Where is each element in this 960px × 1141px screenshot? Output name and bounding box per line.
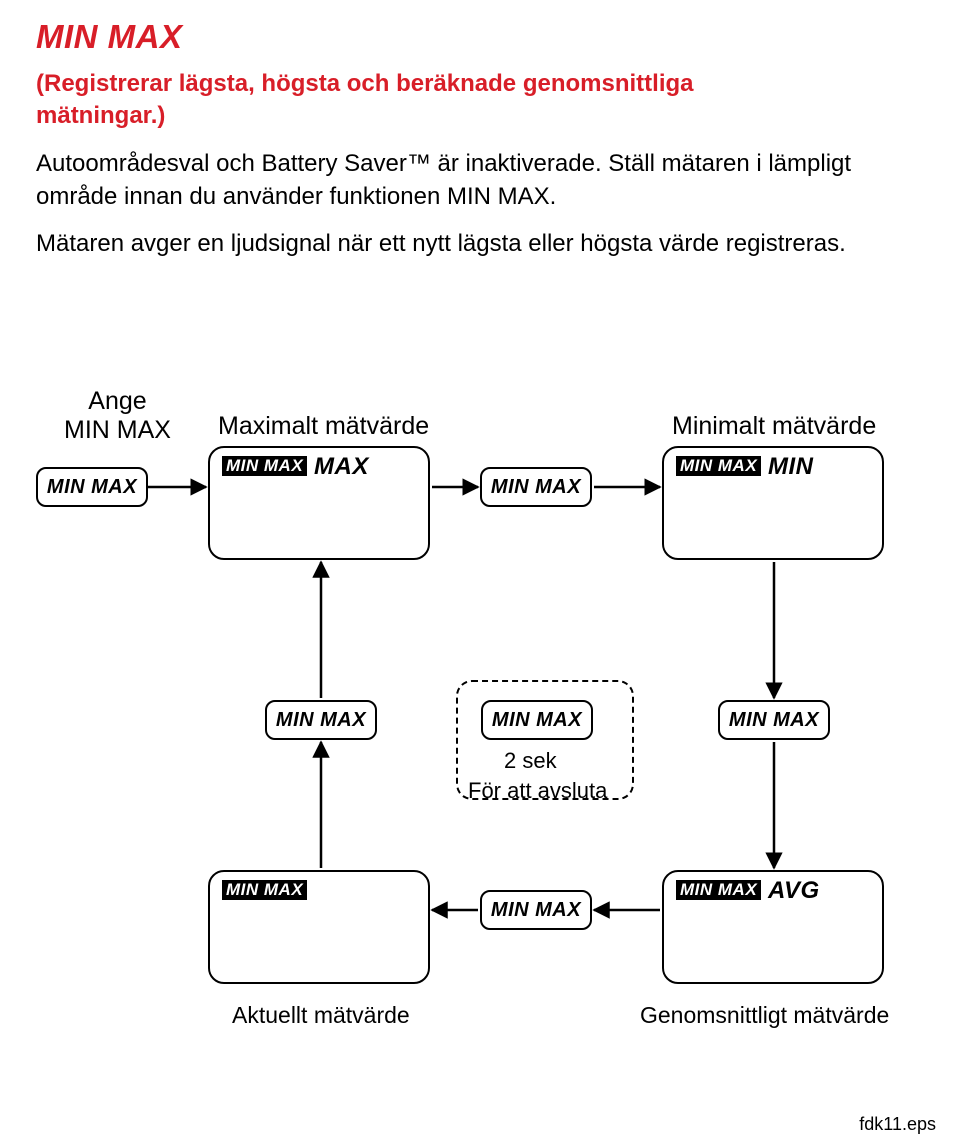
label-enter: Ange MIN MAX	[64, 387, 171, 445]
label-max-reading: Maximalt mätvärde	[218, 412, 429, 441]
button-row2-right: MIN MAX	[718, 700, 830, 740]
label-enter-l1: Ange	[64, 387, 171, 416]
button-bottom: MIN MAX	[480, 890, 592, 930]
label-min-reading: Minimalt mätvärde	[672, 412, 876, 441]
button-mid-top: MIN MAX	[480, 467, 592, 507]
page-subtitle: (Registrerar lägsta, högsta och beräknad…	[36, 68, 796, 133]
display-present: MIN MAX	[208, 870, 430, 984]
label-avg-reading: Genomsnittligt mätvärde	[640, 1002, 889, 1029]
flow-diagram: Ange MIN MAX MIN MAX MIN MAX MAX Maximal…	[36, 390, 924, 1130]
page-title: MIN MAX	[36, 18, 924, 56]
label-enter-l2: MIN MAX	[64, 416, 171, 445]
label-two-sec: 2 sek	[504, 748, 557, 774]
tag-max: MIN MAX	[222, 456, 307, 476]
label-to-exit: För att avsluta	[468, 778, 607, 804]
indicator-max: MAX	[314, 453, 369, 481]
button-row2-left: MIN MAX	[265, 700, 377, 740]
tag-avg: MIN MAX	[676, 880, 761, 900]
indicator-min: MIN	[768, 453, 814, 481]
button-enter-minmax: MIN MAX	[36, 467, 148, 507]
footer-filename: fdk11.eps	[859, 1114, 936, 1135]
tag-present: MIN MAX	[222, 880, 307, 900]
label-present-reading: Aktuellt mätvärde	[232, 1002, 410, 1029]
button-row2-mid: MIN MAX	[481, 700, 593, 740]
display-min: MIN MAX MIN	[662, 446, 884, 560]
indicator-avg: AVG	[768, 877, 820, 905]
display-avg: MIN MAX AVG	[662, 870, 884, 984]
paragraph-1: Autoområdesval och Battery Saver™ är ina…	[36, 147, 906, 213]
paragraph-2: Mätaren avger en ljudsignal när ett nytt…	[36, 227, 906, 260]
display-max: MIN MAX MAX	[208, 446, 430, 560]
tag-min: MIN MAX	[676, 456, 761, 476]
